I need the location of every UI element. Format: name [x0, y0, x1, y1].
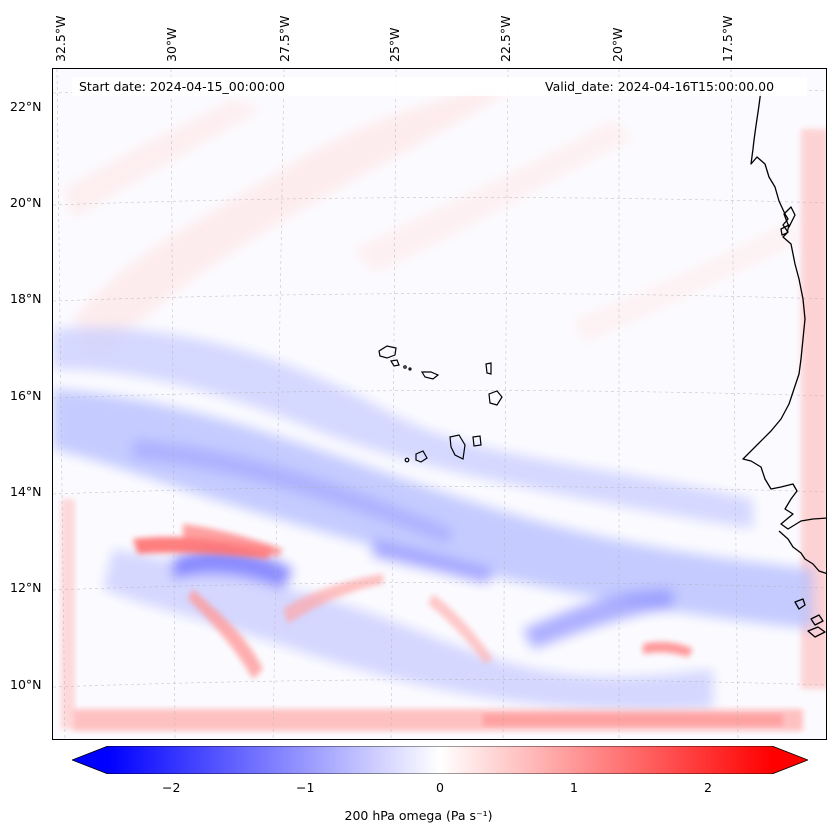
colorbar-tick-label: −1	[296, 780, 315, 795]
omega-field	[53, 69, 826, 739]
ascent-bands	[53, 327, 813, 711]
lat-label-16n: 16°N	[10, 388, 42, 403]
lat-label-20n: 20°N	[10, 195, 42, 210]
colorbar-extend-min	[72, 746, 108, 774]
cape-verde-islands	[378, 345, 503, 463]
valid-date-text: Valid_date: 2024-04-16T15:00:00.00	[545, 79, 775, 94]
colorbar-tick-label: 0	[436, 780, 444, 795]
west-edge-red-band	[61, 499, 75, 729]
colorbar-tick-label: 2	[704, 780, 712, 795]
lat-label-22n: 22°N	[10, 99, 42, 114]
lon-label-22.5w: 22.5°W	[498, 15, 513, 62]
colorbar-label: 200 hPa omega (Pa s⁻¹)	[344, 808, 493, 823]
lon-label-17.5w: 17.5°W	[720, 15, 735, 62]
colorbar-tick-label: −2	[162, 780, 181, 795]
colorbar-extend-max	[772, 746, 808, 774]
lon-label-30w: 30°W	[164, 27, 179, 62]
lon-label-27.5w: 27.5°W	[277, 15, 292, 62]
lat-label-14n: 14°N	[10, 484, 42, 499]
lat-label-12n: 12°N	[10, 580, 42, 595]
lat-label-10n: 10°N	[10, 677, 42, 692]
lon-label-32.5w: 32.5°W	[53, 15, 68, 62]
start-date-text: Start date: 2024-04-15_00:00:00	[79, 79, 285, 94]
gridlines	[53, 69, 826, 739]
info-bar	[72, 77, 807, 96]
colorbar-gradient	[108, 746, 772, 774]
african-coastline	[742, 88, 826, 638]
colorbar	[70, 745, 810, 778]
colorbar-tick-label: 1	[570, 780, 578, 795]
colorbar-graphic	[70, 745, 810, 778]
lon-label-20w: 20°W	[610, 27, 625, 62]
subsidence-streaks	[133, 524, 693, 679]
lon-label-25w: 25°W	[387, 27, 402, 62]
map-panel[interactable]	[52, 68, 827, 740]
lat-label-18n: 18°N	[10, 291, 42, 306]
